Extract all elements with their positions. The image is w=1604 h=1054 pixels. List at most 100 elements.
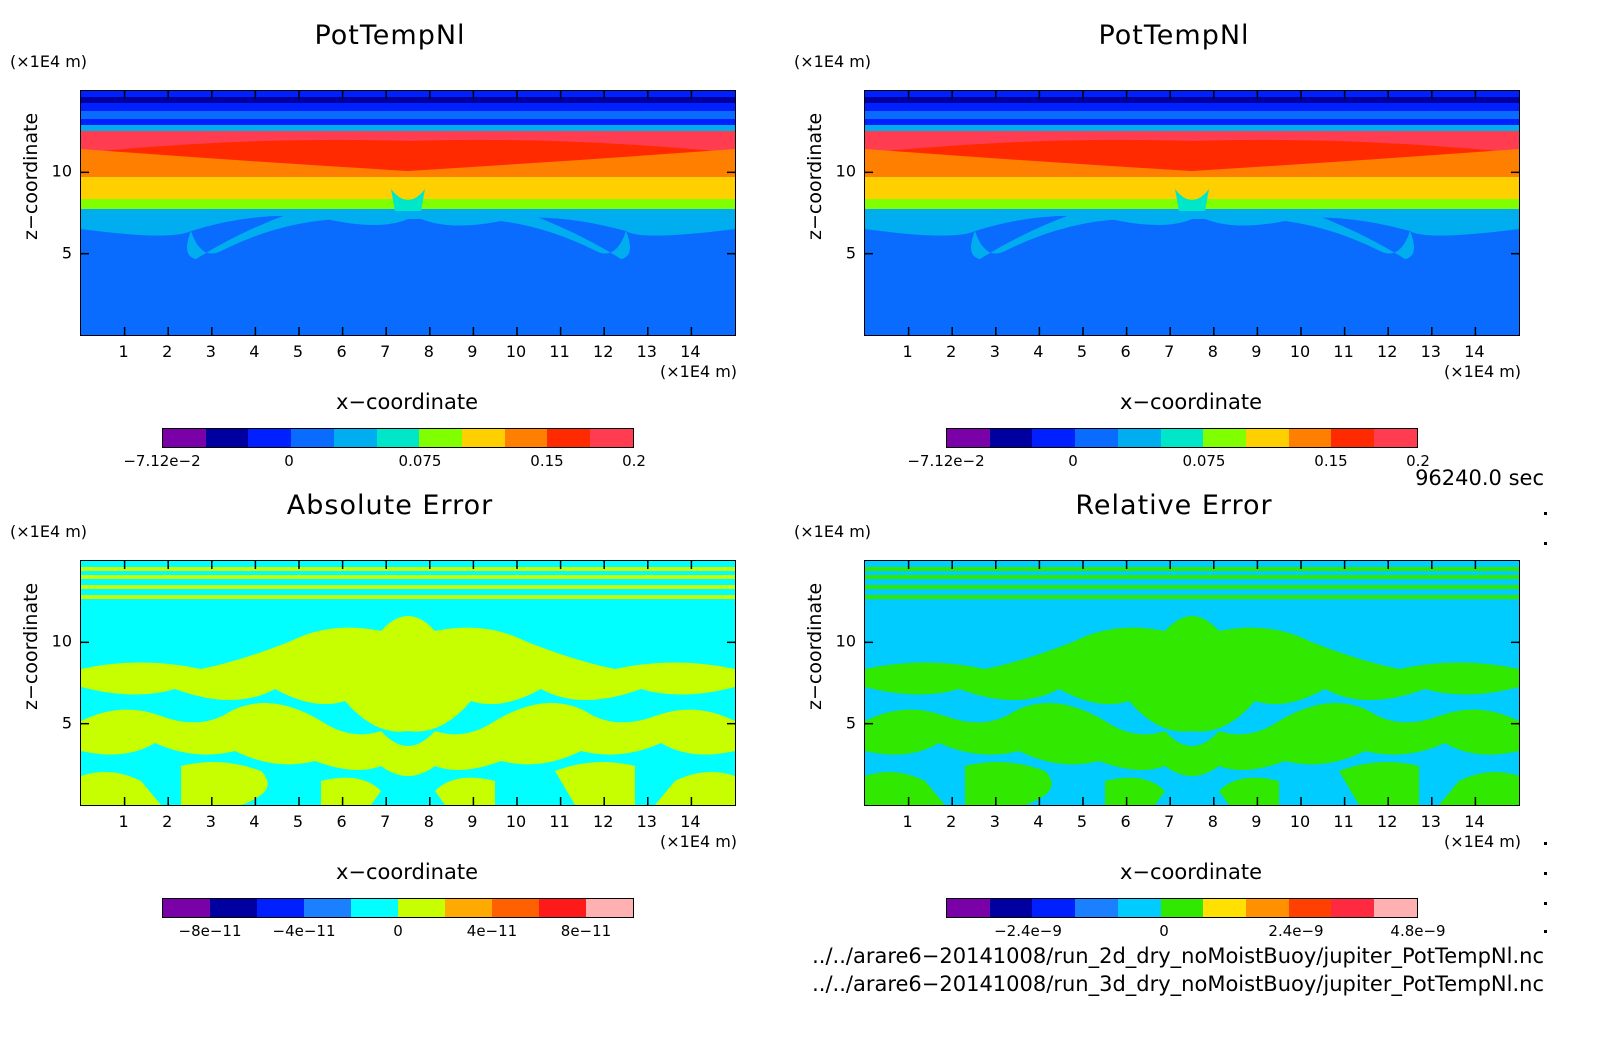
colorbar-swatch (163, 429, 206, 447)
x-axis-unit: (×1E4 m) (660, 832, 738, 851)
x-tick-label: 6 (1120, 812, 1131, 831)
colorbar (946, 898, 1418, 918)
colorbar-swatch (163, 899, 210, 917)
field-band (81, 575, 735, 579)
colorbar (162, 898, 634, 918)
field-region (865, 703, 1519, 776)
field-band (865, 585, 1519, 589)
field-band (865, 567, 1519, 571)
z-axis-unit: (×1E4 m) (10, 522, 88, 541)
field-band (865, 91, 1519, 97)
colorbar-tick-label: −7.12e−2 (123, 452, 201, 470)
colorbar-swatch (989, 899, 1033, 917)
x-tick-label: 3 (989, 342, 1000, 361)
plot-area (80, 90, 736, 336)
colorbar-swatch (1288, 899, 1332, 917)
field-region (1219, 777, 1279, 805)
colorbar-swatch (1160, 429, 1204, 447)
x-tick-label: 1 (902, 812, 913, 831)
colorbar-swatch (989, 429, 1033, 447)
colorbar-tick-label: 0.075 (398, 452, 442, 470)
field-band (865, 209, 1519, 236)
colorbar-tick-label: 8e−11 (560, 922, 612, 940)
field-band (187, 211, 341, 259)
colorbar-swatch (1203, 429, 1247, 447)
x-tick-label: 10 (1289, 812, 1311, 831)
colorbar-swatch (1331, 899, 1375, 917)
colorbar-swatch (586, 899, 633, 917)
x-tick-label: 6 (336, 342, 347, 361)
z-axis-unit: (×1E4 m) (10, 52, 88, 71)
x-tick-label: 1 (118, 342, 129, 361)
chart-title: Absolute Error (286, 490, 494, 521)
colorbar-tick-label: 0.2 (622, 452, 646, 470)
x-tick-label: 9 (467, 812, 478, 831)
chart-panel-relative-error: Relative Error (×1E4 m) z−coordinate 1 2 3 4 5 6… (784, 470, 1564, 990)
x-tick-label: 2 (946, 342, 957, 361)
colorbar-tick-label: 0.15 (1314, 452, 1348, 470)
separator-dot (1544, 512, 1547, 515)
x-tick-label: 14 (1464, 812, 1485, 831)
x-tick-label: 13 (1420, 342, 1441, 361)
chart-title: Relative Error (1075, 490, 1273, 521)
x-tick-label: 12 (593, 812, 614, 831)
x-tick-label: 8 (1207, 812, 1218, 831)
field-region (81, 703, 735, 776)
x-tick-label: 13 (1420, 812, 1441, 831)
colorbar-swatch (1374, 899, 1417, 917)
separator-dot (1544, 872, 1547, 875)
colorbar-swatch (210, 899, 257, 917)
field-band (1260, 211, 1414, 259)
x-tick-label: 12 (593, 342, 614, 361)
colorbar-swatch (504, 429, 548, 447)
x-tick-label: 7 (1164, 812, 1175, 831)
field-band (81, 97, 735, 103)
x-tick-label: 4 (249, 812, 260, 831)
field-band (865, 111, 1519, 119)
colorbar-tick-label: 0.2 (1406, 452, 1430, 470)
z-axis-label: z−coordinate (20, 112, 42, 240)
colorbar-swatch (1075, 429, 1118, 447)
x-tick-label: 7 (380, 812, 391, 831)
y-tick-label: 10 (51, 631, 72, 651)
field-band (81, 209, 735, 236)
colorbar-swatch (947, 429, 990, 447)
chart-panel-pottemp-2d: PotTempNl (×1E4 m) z−coordinate 1 2 3 4 5 6 7 8 9 10… (0, 0, 780, 520)
x-axis-unit: (×1E4 m) (1444, 832, 1522, 851)
x-tick-label: 1 (118, 812, 129, 831)
field-band (865, 177, 1519, 199)
colorbar-tick-label: 0 (1068, 452, 1078, 470)
field-band (81, 567, 735, 571)
field-band (81, 91, 735, 97)
x-tick-label: 10 (505, 342, 527, 361)
colorbar-tick-label: 0 (393, 922, 403, 940)
colorbar-swatch (291, 429, 334, 447)
x-tick-label: 9 (1251, 812, 1262, 831)
x-axis-label: x−coordinate (1119, 860, 1263, 884)
colorbar-swatch (419, 429, 463, 447)
x-tick-label: 11 (1333, 812, 1354, 831)
field-region (435, 777, 495, 805)
colorbar-swatch (351, 899, 398, 917)
time-label: 96240.0 sec (1415, 466, 1544, 490)
x-tick-label: 5 (1076, 812, 1088, 831)
field-region (965, 762, 1052, 805)
colorbar-tick-label: −2.4e−9 (994, 922, 1062, 940)
x-axis-unit: (×1E4 m) (660, 362, 738, 381)
x-tick-label: 9 (467, 342, 478, 361)
field-band (865, 103, 1519, 111)
colorbar (946, 428, 1418, 448)
field-band (81, 125, 735, 131)
colorbar-swatch (547, 429, 591, 447)
colorbar-swatch (398, 899, 445, 917)
y-tick-label: 5 (61, 243, 72, 263)
x-tick-label: 8 (423, 342, 434, 361)
colorbar-tick-label: 0 (1159, 922, 1169, 940)
colorbar-swatch (1075, 899, 1118, 917)
field-band (81, 131, 735, 153)
x-tick-label: 12 (1377, 342, 1398, 361)
colorbar-swatch (947, 899, 990, 917)
field-band (81, 103, 735, 111)
x-tick-label: 13 (636, 812, 657, 831)
field-region (1439, 772, 1519, 805)
